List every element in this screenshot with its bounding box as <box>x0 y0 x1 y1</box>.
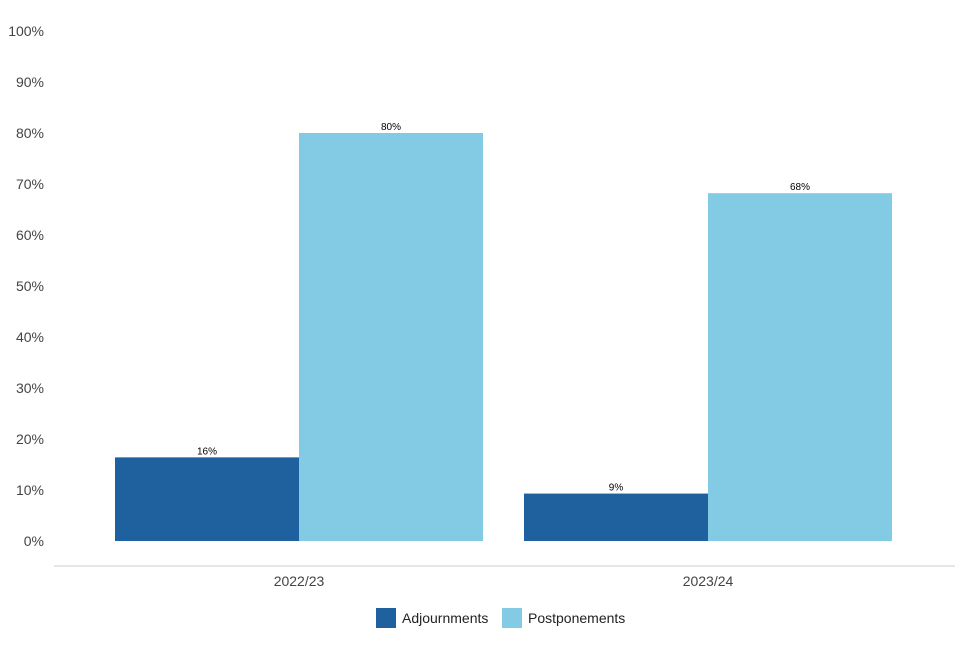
y-tick-label: 80% <box>16 125 44 141</box>
y-tick-label: 90% <box>16 74 44 90</box>
data-labels-group: 16% 80% 9% 68% <box>197 122 810 494</box>
y-tick-label: 50% <box>16 278 44 294</box>
x-axis-categories: 2022/23 2023/24 <box>274 573 734 589</box>
y-tick-label: 10% <box>16 482 44 498</box>
y-tick-label: 100% <box>8 23 44 39</box>
y-axis-ticks: 0% 10% 20% 30% 40% 50% 60% 70% 80% 90% 100% <box>8 23 44 549</box>
bar-postponements-1 <box>708 193 892 541</box>
bar-adjournments-0 <box>115 457 299 541</box>
y-tick-label: 20% <box>16 431 44 447</box>
x-tick-label: 2022/23 <box>274 573 325 589</box>
bar-postponements-0 <box>299 133 483 541</box>
y-tick-label: 0% <box>24 533 44 549</box>
legend-label-adjournments: Adjournments <box>402 610 488 626</box>
data-label: 68% <box>790 182 810 193</box>
data-label: 9% <box>609 483 624 494</box>
y-tick-label: 70% <box>16 176 44 192</box>
x-tick-label: 2023/24 <box>683 573 734 589</box>
y-tick-label: 60% <box>16 227 44 243</box>
legend-swatch-adjournments <box>376 608 396 628</box>
bars-group <box>115 133 892 541</box>
y-tick-label: 40% <box>16 329 44 345</box>
y-tick-label: 30% <box>16 380 44 396</box>
data-label: 80% <box>381 122 401 133</box>
legend-label-postponements: Postponements <box>528 610 625 626</box>
legend-swatch-postponements <box>502 608 522 628</box>
data-label: 16% <box>197 446 217 457</box>
bar-adjournments-1 <box>524 493 708 541</box>
legend: Adjournments Postponements <box>376 608 625 628</box>
